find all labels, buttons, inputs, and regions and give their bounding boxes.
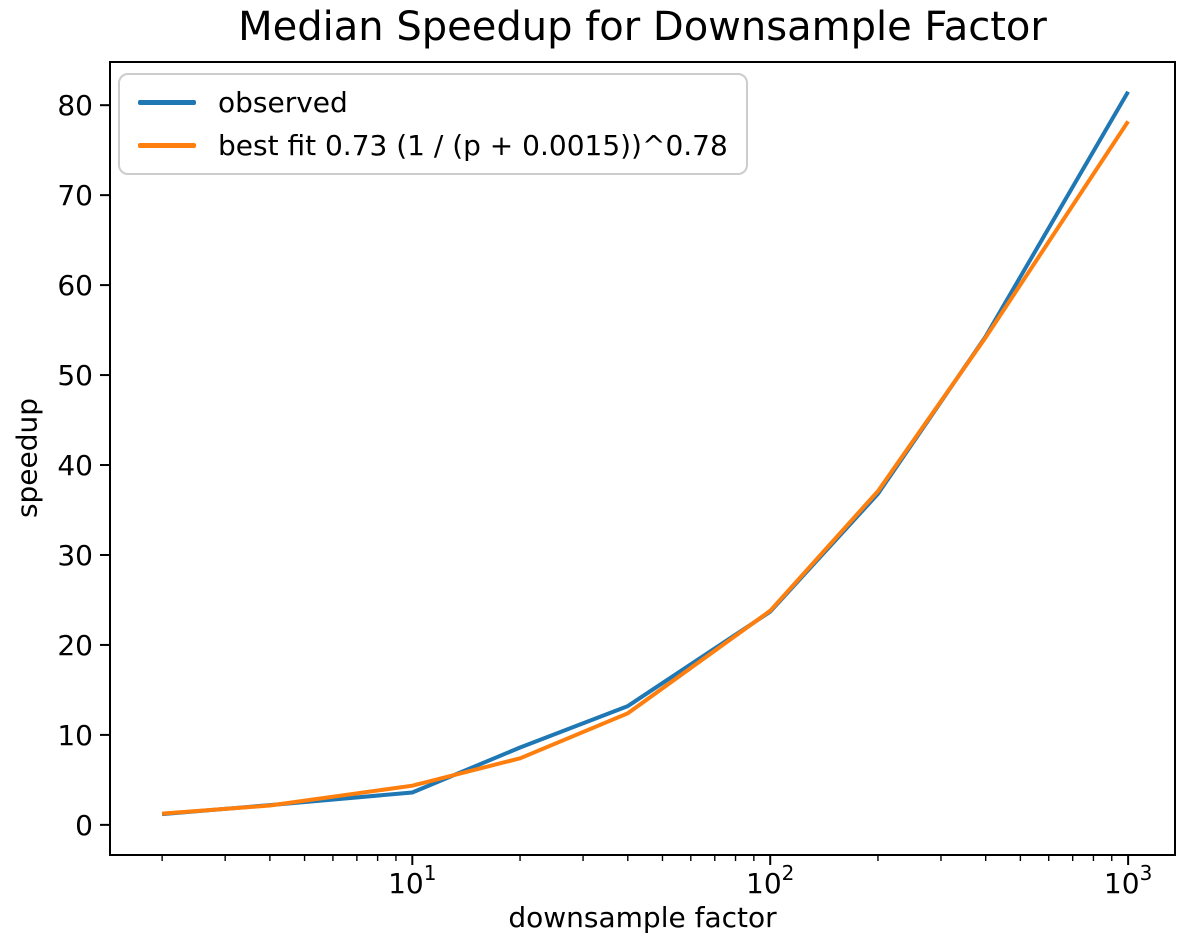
y-tick-label: 20 [57, 629, 93, 662]
best-fit-line [161, 120, 1130, 816]
legend-entry-observed: observed [138, 82, 728, 123]
y-tick-label: 40 [57, 449, 93, 482]
legend-line-observed-swatch [138, 100, 196, 105]
y-tick-label: 30 [57, 539, 93, 572]
y-tick-label: 60 [57, 269, 93, 302]
x-tick-label: 103 [1104, 861, 1152, 900]
plot-border [109, 61, 1176, 856]
legend-label-best-fit: best fit 0.73 (1 / (p + 0.0015))^0.78 [218, 129, 728, 162]
legend-label-observed: observed [218, 86, 348, 119]
y-tick-label: 50 [57, 359, 93, 392]
chart-title: Median Speedup for Downsample Factor [238, 4, 1047, 50]
legend: observed best fit 0.73 (1 / (p + 0.0015)… [118, 73, 748, 175]
legend-entry-best-fit: best fit 0.73 (1 / (p + 0.0015))^0.78 [138, 125, 728, 166]
y-tick-label: 10 [57, 719, 93, 752]
y-tick-label: 0 [75, 809, 93, 842]
y-tick-label: 70 [57, 179, 93, 212]
x-axis-label: downsample factor [508, 901, 777, 934]
observed-line [161, 90, 1130, 817]
x-tick-label: 102 [746, 861, 794, 900]
y-tick-label: 80 [57, 89, 93, 122]
legend-line-best-fit-swatch [138, 143, 196, 148]
y-axis-label: speedup [10, 397, 44, 519]
x-tick-label: 101 [388, 861, 436, 900]
